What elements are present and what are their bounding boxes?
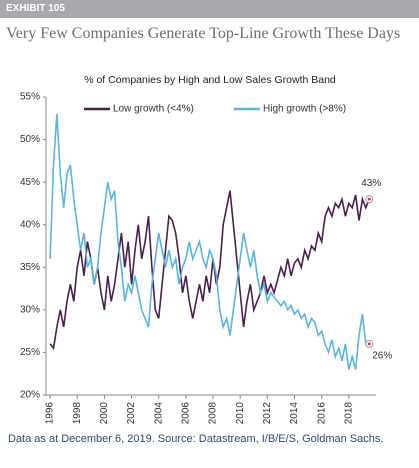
x-tick-label: 2016 <box>316 402 327 425</box>
end-dot <box>367 342 371 346</box>
legend-label: Low growth (<4%) <box>113 104 194 115</box>
y-tick-label: 55% <box>20 92 40 103</box>
y-tick-label: 25% <box>20 347 40 358</box>
series-line <box>49 113 370 370</box>
y-tick-label: 20% <box>20 390 40 401</box>
end-label: 43% <box>361 178 381 189</box>
chart: % of Companies by High and Low Sales Gro… <box>20 74 392 425</box>
y-tick-label: 45% <box>20 177 40 188</box>
x-tick-label: 2014 <box>289 402 300 425</box>
x-tick-label: 2018 <box>343 402 354 425</box>
y-tick-label: 35% <box>20 262 40 273</box>
y-tick-label: 50% <box>20 134 40 145</box>
x-tick-label: 1998 <box>72 402 83 425</box>
x-tick-label: 2004 <box>153 402 164 425</box>
x-tick-label: 2000 <box>99 402 110 425</box>
end-label: 26% <box>372 351 392 362</box>
end-dot <box>367 197 371 201</box>
header-bar: EXHIBIT 105 <box>0 0 419 18</box>
page-title: Very Few Companies Generate Top-Line Gro… <box>6 25 401 42</box>
y-tick-label: 40% <box>20 219 40 230</box>
x-tick-label: 1996 <box>45 402 56 425</box>
x-tick-label: 2012 <box>262 402 273 425</box>
exhibit-label: EXHIBIT 105 <box>6 3 65 14</box>
x-tick-label: 2006 <box>181 402 192 425</box>
x-tick-label: 2002 <box>126 402 137 425</box>
series-line <box>49 190 370 351</box>
legend-label: High growth (>8%) <box>263 104 346 115</box>
x-tick-label: 2008 <box>208 402 219 425</box>
chart-title: % of Companies by High and Low Sales Gro… <box>84 74 336 86</box>
y-tick-label: 30% <box>20 304 40 315</box>
footnote: Data as at December 6, 2019. Source: Dat… <box>8 433 384 445</box>
x-tick-label: 2010 <box>235 402 246 425</box>
